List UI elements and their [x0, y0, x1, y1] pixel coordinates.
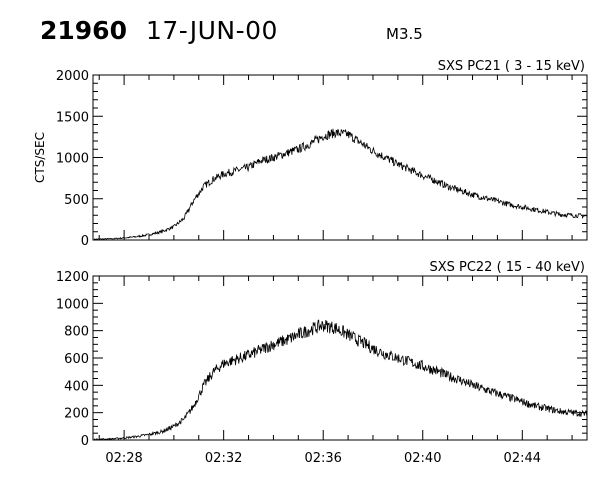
x-tick-label: 02:44	[504, 451, 541, 466]
plot-frame-1	[92, 74, 588, 241]
y-tick-label: 200	[64, 407, 89, 422]
y-axis-label: CTS/SEC	[33, 132, 47, 183]
event-id: 21960	[40, 16, 127, 45]
y-tick-label: 1000	[56, 297, 89, 312]
y-tick-label: 600	[64, 352, 89, 367]
y-tick-label: 2000	[56, 69, 89, 84]
lightcurve-series-1	[93, 128, 588, 240]
channel-label-2: SXS PC22 ( 15 - 40 keV)	[429, 260, 585, 275]
y-tick-label: 0	[81, 234, 89, 249]
lightcurve-series-2	[93, 319, 588, 441]
plot-frame-2	[92, 275, 588, 441]
y-tick-label: 1000	[56, 152, 89, 167]
flare-class: M3.5	[386, 25, 423, 43]
y-tick-label: 400	[64, 379, 89, 394]
x-tick-label: 02:32	[205, 451, 242, 466]
channel-label-1: SXS PC21 ( 3 - 15 keV)	[438, 59, 585, 74]
y-tick-label: 500	[64, 193, 89, 208]
x-tick-label: 02:40	[404, 451, 441, 466]
y-tick-label: 1200	[56, 270, 89, 285]
y-tick-label: 1500	[56, 110, 89, 125]
event-date: 17-JUN-00	[146, 16, 278, 45]
y-tick-label: 0	[81, 434, 89, 449]
x-tick-label: 02:36	[304, 451, 341, 466]
y-tick-label: 800	[64, 325, 89, 340]
x-tick-label: 02:28	[105, 451, 142, 466]
